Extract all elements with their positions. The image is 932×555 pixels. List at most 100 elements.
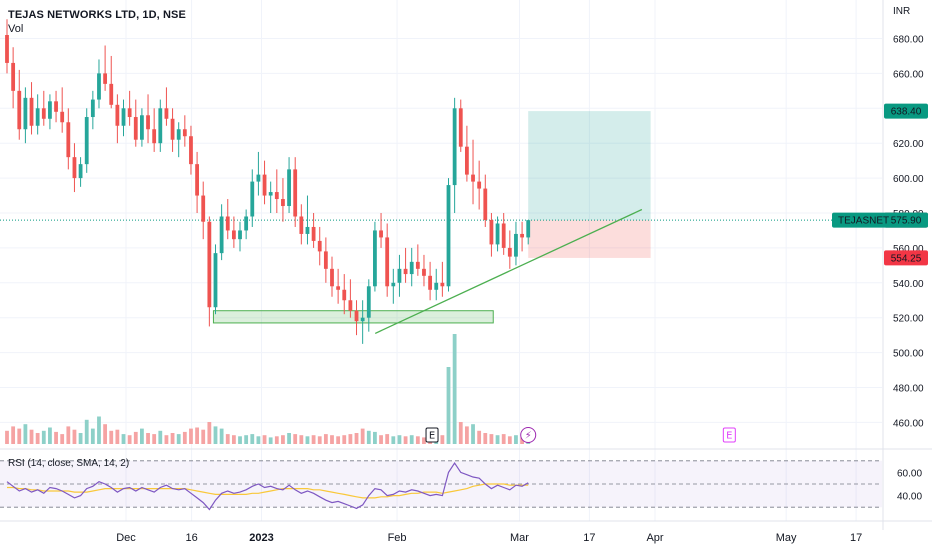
candle: [225, 199, 230, 240]
volume-bar: [464, 426, 469, 444]
candle-body: [60, 111, 65, 123]
time-tick-label: 17: [850, 532, 862, 544]
candle: [109, 55, 114, 109]
candle: [140, 108, 144, 147]
candle: [311, 213, 316, 248]
volume-bar: [29, 429, 34, 444]
candle: [66, 108, 71, 170]
volume-bar: [440, 435, 445, 444]
volume-bar: [121, 434, 126, 444]
volume-bar: [422, 437, 426, 444]
candle: [305, 195, 310, 245]
candle: [213, 244, 218, 315]
candle-body: [299, 216, 304, 234]
time-tick-label: Apr: [646, 532, 663, 544]
candle-body: [501, 223, 506, 248]
candle-body: [225, 216, 230, 231]
volume-bar: [66, 426, 71, 444]
marker-frame: [722, 427, 736, 443]
candle: [256, 151, 261, 196]
candle-body: [189, 136, 193, 165]
candle: [422, 254, 426, 287]
volume-bar: [293, 434, 298, 444]
candle: [373, 221, 377, 292]
candle: [293, 157, 298, 227]
candle: [176, 122, 181, 158]
candle-body: [428, 275, 433, 290]
volume-bar: [317, 436, 322, 444]
candle-body: [373, 230, 377, 287]
candle-body: [201, 195, 206, 222]
candle: [336, 268, 341, 304]
candle: [274, 169, 279, 213]
candle: [152, 108, 157, 152]
candle: [201, 181, 206, 240]
price-tick-label: 460.00: [893, 418, 924, 429]
candle-body: [66, 122, 71, 158]
candle-body: [317, 240, 322, 252]
candle-body: [35, 108, 40, 126]
price-tick-label: 500.00: [893, 349, 924, 360]
volume-bar: [360, 428, 365, 444]
volume-bar: [336, 436, 341, 444]
earnings-marker-icon: E: [722, 427, 736, 443]
volume-bar: [489, 434, 494, 444]
candle-body: [17, 90, 22, 130]
rsi-tick-label: 60.00: [897, 468, 922, 479]
candle: [90, 90, 95, 130]
candle-body: [434, 282, 439, 290]
candle-body: [287, 169, 291, 207]
volume-bar: [311, 435, 316, 444]
price-tick-label: 620.00: [893, 139, 924, 150]
candle: [17, 69, 22, 140]
candle: [219, 204, 224, 261]
volume-bar: [385, 434, 390, 444]
support-zone: [212, 310, 494, 324]
candle-body: [391, 282, 396, 287]
candle: [428, 261, 433, 301]
candle: [97, 59, 101, 109]
candle: [182, 115, 187, 147]
candle-body: [133, 117, 138, 140]
marker-frame: [520, 427, 537, 443]
candle: [330, 256, 334, 297]
candle-body: [305, 226, 310, 234]
candle: [41, 90, 46, 126]
volume-bar: [323, 434, 328, 444]
candle-body: [213, 253, 218, 308]
volume-bar: [514, 435, 518, 444]
volume-bar: [231, 435, 236, 444]
candle: [397, 254, 402, 297]
candle-body: [483, 188, 488, 220]
candle: [78, 157, 83, 187]
rsi-layer: [0, 448, 932, 511]
candle-body: [250, 181, 255, 217]
candle-body: [348, 300, 353, 311]
volume-bar: [176, 434, 181, 444]
candle: [287, 157, 291, 213]
candle-body: [336, 286, 341, 290]
target-zone: [528, 111, 651, 221]
price-tick-label: 480.00: [893, 384, 924, 395]
candle-body: [219, 216, 224, 254]
candle-body: [422, 268, 426, 276]
volume-bar: [305, 436, 310, 444]
candle-layer: [5, 19, 531, 344]
candle: [35, 94, 40, 135]
candle-body: [342, 289, 347, 301]
volume-bar: [238, 436, 242, 444]
trendline: [374, 208, 643, 334]
candle: [348, 279, 353, 318]
candle: [281, 178, 285, 222]
candle: [268, 181, 273, 213]
volume-bar: [23, 424, 28, 444]
volume-bar: [170, 433, 175, 444]
volume-bar: [262, 435, 267, 444]
candle: [121, 99, 126, 137]
chart-title: TEJAS NETWORKS LTD, 1D, NSE: [8, 9, 186, 21]
candle-body: [72, 157, 77, 179]
candle: [489, 213, 494, 257]
candle: [446, 178, 451, 292]
